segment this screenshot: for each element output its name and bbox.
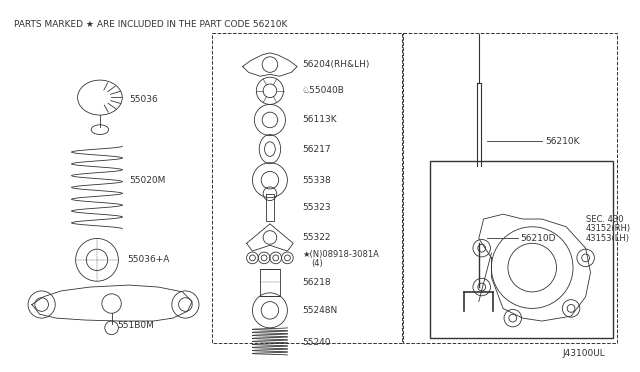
Text: PARTS MARKED ★ ARE INCLUDED IN THE PART CODE 56210K: PARTS MARKED ★ ARE INCLUDED IN THE PART … <box>15 20 288 29</box>
Text: 56210K: 56210K <box>545 137 579 146</box>
Text: 55322: 55322 <box>302 233 330 242</box>
Text: ♘55040B: ♘55040B <box>302 86 345 95</box>
Text: 43152(RH): 43152(RH) <box>586 224 631 233</box>
Bar <box>403 32 617 343</box>
Bar <box>212 32 402 343</box>
Text: 43153(LH): 43153(LH) <box>586 234 630 243</box>
Text: SEC. 430: SEC. 430 <box>586 215 623 224</box>
Text: 55036: 55036 <box>129 95 158 104</box>
Text: 56204(RH&LH): 56204(RH&LH) <box>302 60 369 69</box>
Text: 55338: 55338 <box>302 176 331 185</box>
Text: 56113K: 56113K <box>302 115 337 125</box>
Text: 551B0M: 551B0M <box>117 321 154 330</box>
Text: ★(N)08918-3081A: ★(N)08918-3081A <box>302 250 379 259</box>
Bar <box>260 269 280 296</box>
Text: 56218: 56218 <box>302 278 331 287</box>
Text: 56210D: 56210D <box>520 234 556 243</box>
Text: 55323: 55323 <box>302 203 331 212</box>
Text: 55036+A: 55036+A <box>127 255 170 264</box>
Text: 56217: 56217 <box>302 145 331 154</box>
Bar <box>471 166 486 243</box>
Text: (4): (4) <box>312 259 323 268</box>
Text: 55248N: 55248N <box>302 306 337 315</box>
Text: J43100UL: J43100UL <box>563 349 605 357</box>
Text: 55240: 55240 <box>302 338 330 347</box>
Text: 55020M: 55020M <box>129 176 165 185</box>
Bar <box>430 161 613 337</box>
